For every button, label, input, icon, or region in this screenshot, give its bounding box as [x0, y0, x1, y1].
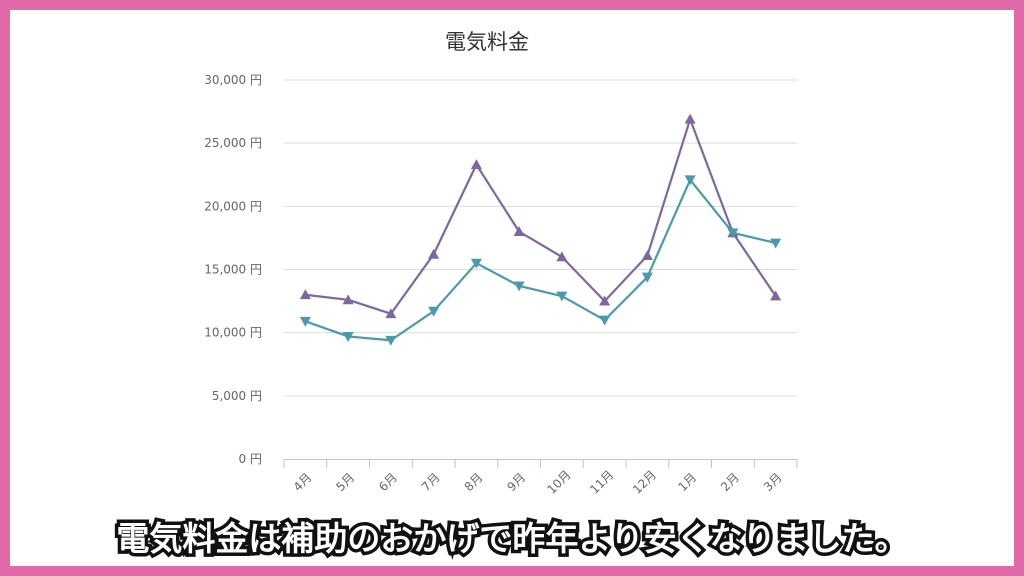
x-tick-label: 6月 — [376, 470, 400, 494]
chart-frame — [10, 10, 1014, 566]
chart-title: 電気料金 — [445, 30, 529, 54]
series-1-point[interactable] — [299, 316, 311, 327]
y-tick-label: 10,000 円 — [204, 326, 262, 340]
x-tick-label: 11月 — [587, 468, 616, 497]
series-1-point[interactable] — [513, 281, 525, 292]
series-0-point[interactable] — [556, 251, 568, 262]
y-tick-label: 5,000 円 — [212, 389, 262, 403]
series-1-point[interactable] — [385, 335, 397, 346]
series-line-0 — [305, 118, 777, 315]
series-0-point[interactable] — [599, 295, 611, 306]
series-0-point[interactable] — [684, 113, 696, 124]
series-0-point[interactable] — [470, 159, 482, 170]
caption-text: 電気料金は補助のおかげで昨年より安くなりました。 — [113, 516, 911, 562]
series-0-point[interactable] — [342, 294, 354, 305]
series-1-point[interactable] — [684, 175, 696, 186]
x-tick-label: 7月 — [419, 470, 443, 494]
series-0-point[interactable] — [299, 289, 311, 300]
series-1-point[interactable] — [428, 306, 440, 317]
x-tick-label: 9月 — [504, 470, 528, 494]
series-0-point[interactable] — [641, 250, 653, 261]
series-1-point[interactable] — [599, 315, 611, 326]
series-line-1 — [305, 178, 776, 342]
x-tick-label: 10月 — [544, 468, 573, 497]
series-1-point[interactable] — [727, 228, 739, 239]
series-1-point[interactable] — [770, 238, 782, 249]
y-tick-label: 25,000 円 — [204, 136, 262, 150]
series-1-point[interactable] — [470, 258, 482, 269]
x-tick-label: 5月 — [333, 470, 357, 494]
x-tick-label: 8月 — [462, 470, 486, 494]
x-tick-label: 3月 — [761, 470, 785, 494]
y-tick-label: 15,000 円 — [204, 263, 262, 277]
series-0-point[interactable] — [513, 226, 525, 236]
x-tick-label: 4月 — [291, 470, 315, 494]
y-tick-label: 0 円 — [239, 452, 262, 466]
series-0-point[interactable] — [385, 308, 397, 319]
series-1-point[interactable] — [556, 291, 568, 302]
y-tick-label: 30,000 円 — [204, 73, 262, 87]
series-0-point[interactable] — [770, 290, 782, 301]
series-1-point[interactable] — [342, 332, 354, 342]
series-1-point[interactable] — [641, 272, 653, 283]
x-tick-label: 1月 — [675, 470, 699, 494]
x-tick-label: 12月 — [630, 468, 659, 497]
series-0-point[interactable] — [428, 248, 440, 259]
x-tick-label: 2月 — [718, 470, 742, 494]
y-tick-label: 20,000 円 — [204, 199, 262, 213]
